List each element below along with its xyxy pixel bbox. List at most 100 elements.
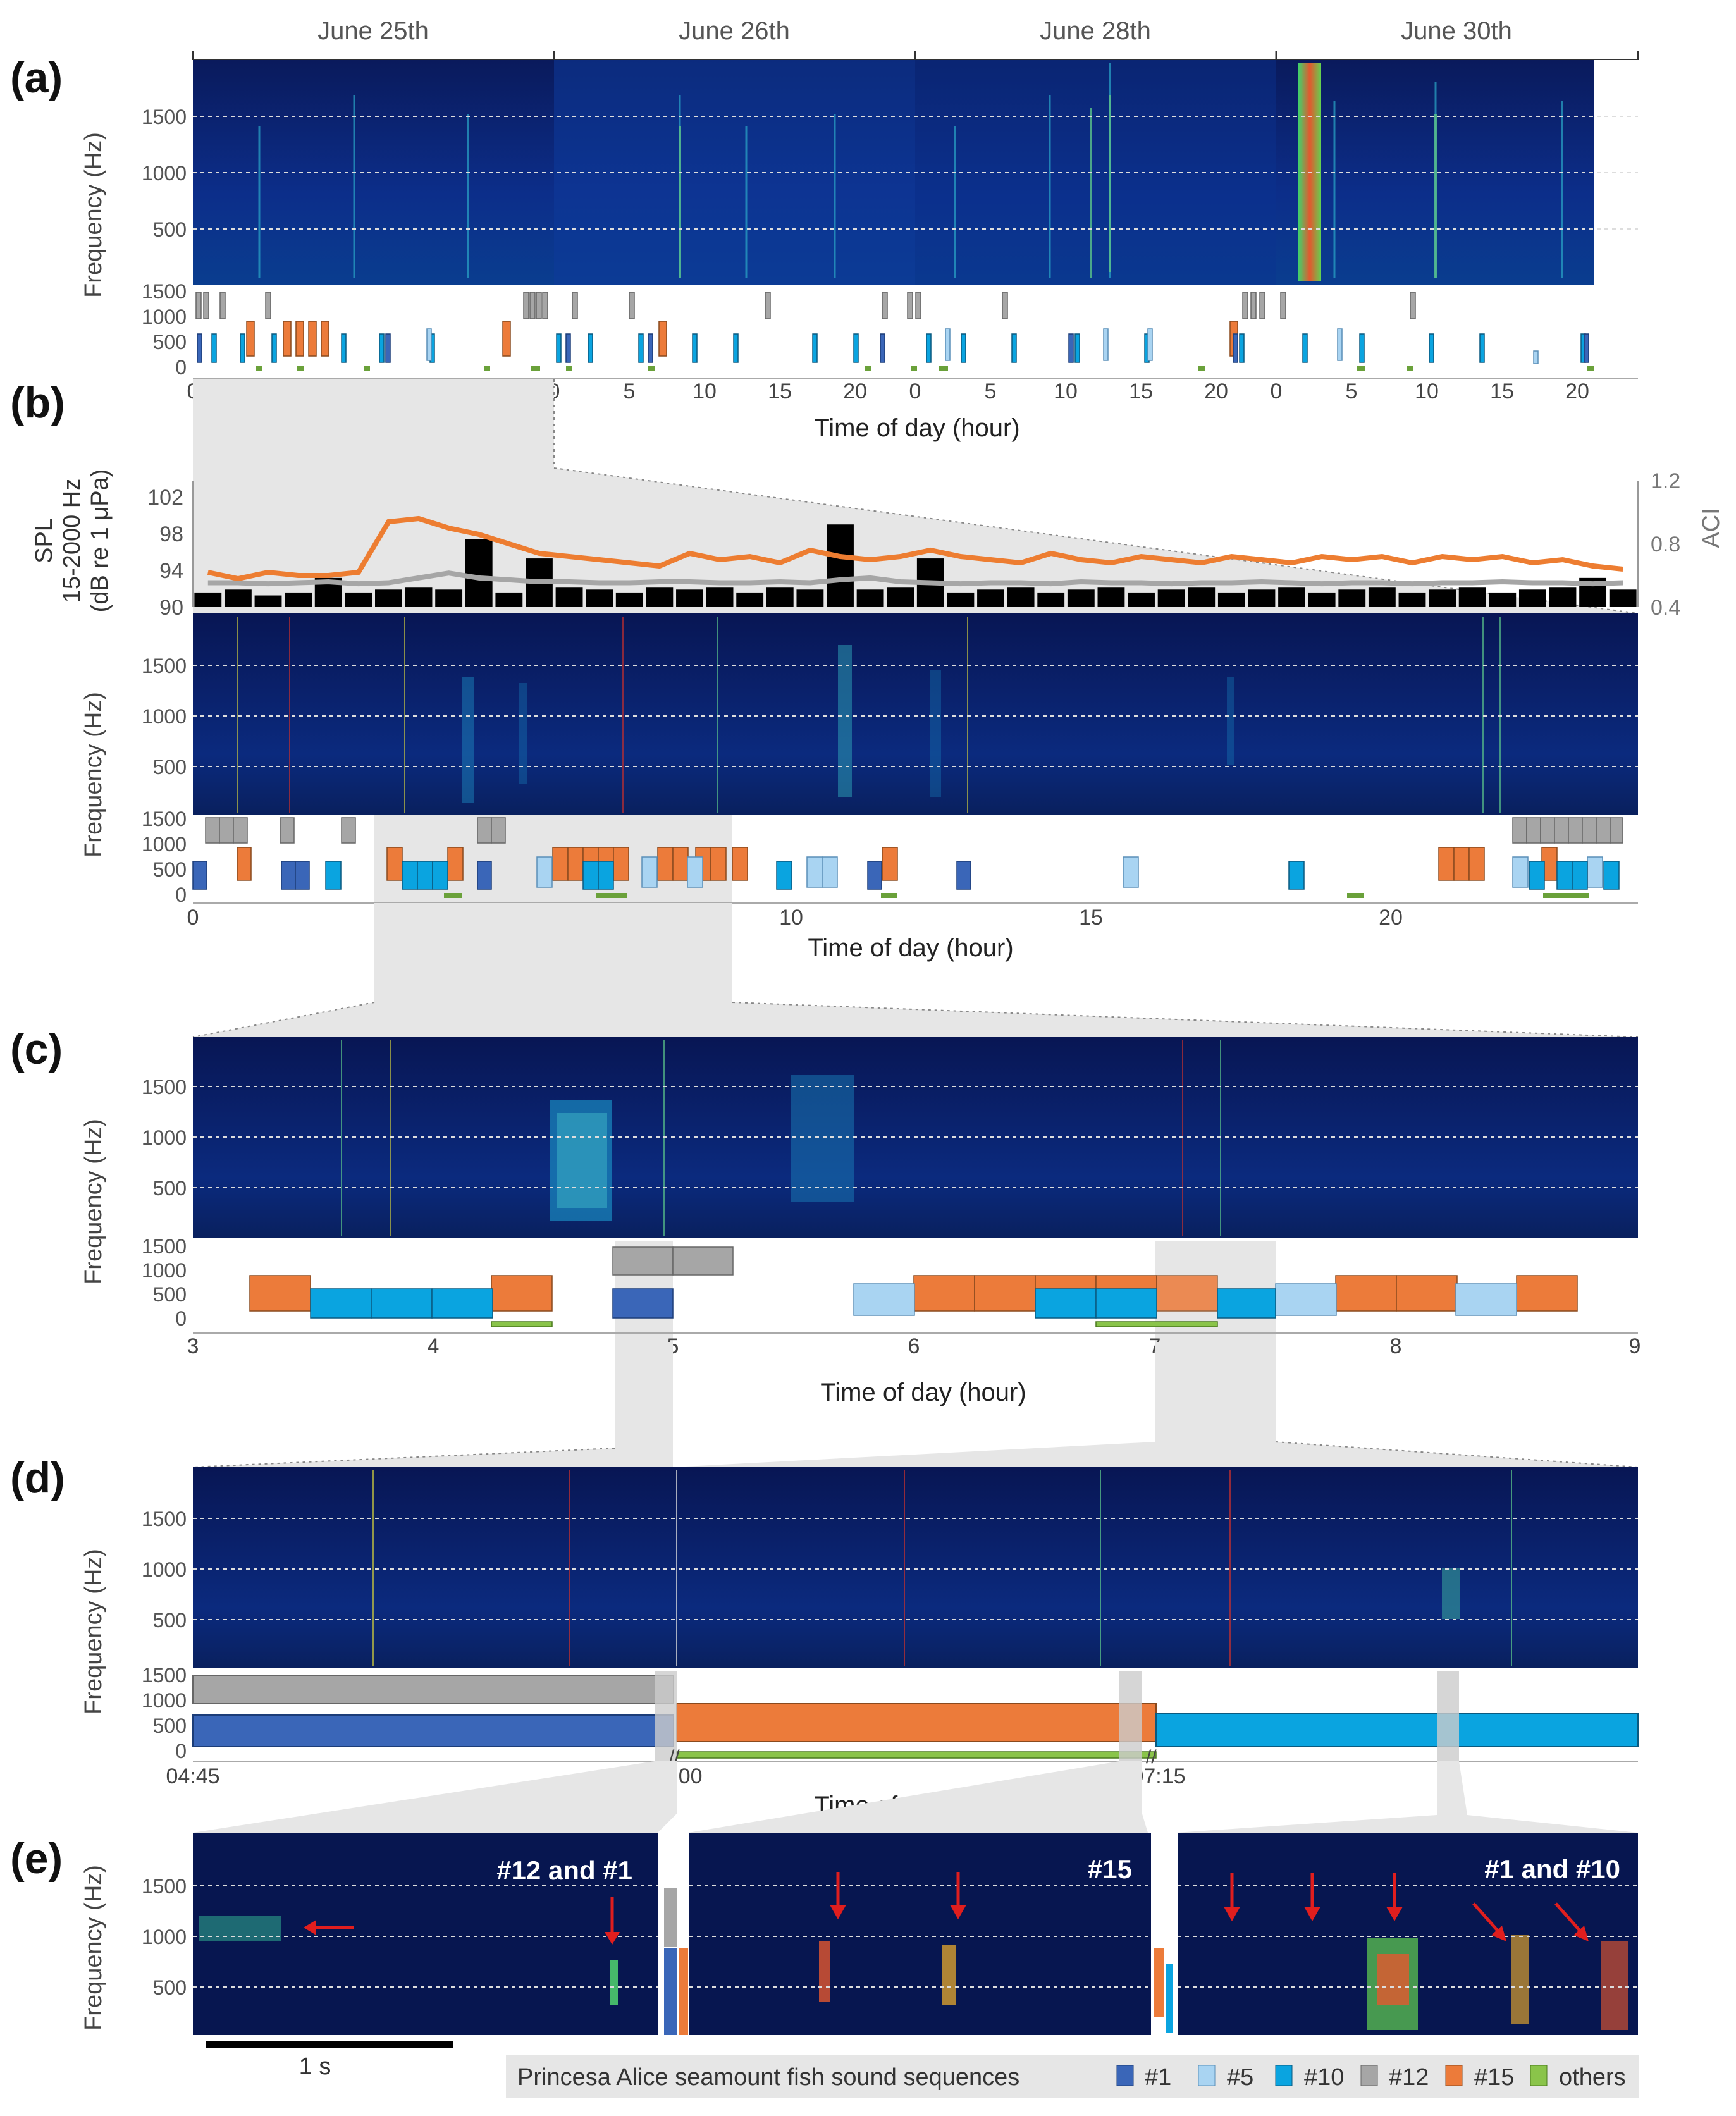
sequence-track-c [193, 1246, 1638, 1334]
freq-tick: 1500 [142, 655, 187, 677]
spl-bar [1217, 592, 1245, 607]
spl-bar [254, 595, 282, 607]
hour-tick: 15 [768, 379, 792, 403]
spl-bar [435, 589, 463, 607]
spl-tick: 94 [159, 559, 183, 583]
seq-tick: 1500 [142, 808, 187, 830]
date-label: June 30th [1401, 17, 1512, 45]
hour-tick: 3 [187, 1334, 199, 1358]
hour-tick: 15 [1079, 906, 1103, 930]
legend-label: #10 [1304, 2064, 1344, 2091]
arrow-icon [304, 1920, 316, 1935]
hour-tick: 15 [1129, 379, 1153, 403]
spl-bar [1398, 592, 1426, 607]
spectrogram-b [193, 613, 1638, 815]
spl-aci-chart: 102 98 94 90 1.2 0.8 0.4 ACI SPL 15-2000… [31, 469, 1725, 620]
spl-bar [856, 589, 884, 607]
sequence-track-a [193, 288, 1638, 379]
y-axis-label: Frequency (Hz) [80, 132, 107, 298]
zoom-wedge [615, 1342, 673, 1467]
panel-c-label: (c) [10, 1025, 63, 1073]
freq-tick: 1000 [142, 1558, 187, 1581]
hour-tick: 5 [985, 379, 997, 403]
hour-tick: 10 [693, 379, 717, 403]
seq-tick: 1000 [142, 305, 187, 328]
y-axis-label: Frequency (Hz) [80, 1119, 107, 1284]
spl-bar [495, 592, 523, 607]
aci-line [207, 515, 1623, 582]
spl-bar [1278, 587, 1305, 607]
date-label: June 26th [679, 17, 790, 45]
spl-bar [1368, 587, 1396, 607]
seq-tick: 0 [175, 883, 187, 906]
freq-tick: 1500 [142, 1875, 187, 1898]
x-axis-label: Time of day (hour) [814, 414, 1019, 442]
spl-bar [405, 587, 433, 607]
seq-tick: 0 [175, 356, 187, 379]
hour-tick: 15 [1490, 379, 1514, 403]
hour-tick: 10 [779, 906, 803, 930]
arrow-icon [950, 1905, 966, 1919]
spl-bar [615, 592, 643, 607]
freq-tick: 1500 [142, 106, 187, 128]
hour-axis-b: 0 5 10 15 20 [187, 906, 1403, 930]
spl-bar [827, 524, 854, 607]
seq-tick: 1000 [142, 1259, 187, 1282]
spl-bar [706, 587, 734, 607]
legend-swatch [1360, 2065, 1378, 2086]
arrow-icon [1386, 1907, 1403, 1921]
axis-break-icon: // [1146, 1747, 1157, 1768]
spl-bar [676, 589, 703, 607]
sequence-mini-bar [1154, 1948, 1164, 2017]
spl-bars [194, 524, 1637, 607]
spl-bar [1248, 589, 1276, 607]
aci-tick: 0.8 [1651, 532, 1680, 557]
spl-bar [224, 589, 252, 607]
freq-tick: 1000 [142, 162, 187, 185]
zoom-wedge [193, 1448, 673, 1467]
y-axis-label: Frequency (Hz) [80, 1549, 107, 1714]
seq-tick: 500 [153, 1714, 187, 1737]
spectrogram-d [193, 1467, 1638, 1668]
arrow-icon [1224, 1907, 1240, 1921]
legend-label: #5 [1227, 2064, 1253, 2091]
date-header: June 25th June 26th June 28th June 30th [192, 17, 1639, 61]
spl-tick: 98 [159, 522, 183, 546]
hour-tick: 4 [428, 1334, 440, 1358]
aci-axis-label: ACI [1698, 508, 1725, 548]
spl-bar [1458, 587, 1486, 607]
hour-tick: 0 [187, 906, 199, 930]
spl-bar [1067, 589, 1095, 607]
y-axis-label: Frequency (Hz) [80, 1865, 107, 2031]
panel-d-label: (d) [10, 1454, 65, 1502]
panel-a: (a) June 25th June 26th June 28th June 3… [10, 17, 1639, 442]
freq-tick: 500 [153, 756, 187, 778]
sequence-track-b [192, 817, 1638, 904]
panel-a-label: (a) [10, 54, 63, 102]
spl-bar [1007, 587, 1035, 607]
sequence-mini-bar [664, 1948, 677, 2035]
spl-median-line [207, 570, 1623, 587]
arrow-icon [605, 1932, 620, 1945]
scale-bar-label: 1 s [299, 2053, 331, 2080]
spl-bar [586, 589, 613, 607]
freq-tick: 1000 [142, 1926, 187, 1948]
seq-tick: 1500 [142, 1235, 187, 1258]
sequence-mini-bar [1166, 1964, 1173, 2033]
spl-axis-label: (dB re 1 μPa) [87, 469, 113, 613]
spectrogram-clip-1: #12 and #1 [193, 1833, 658, 2035]
hour-tick: 20 [1565, 379, 1589, 403]
sequence-mini-bar [679, 1948, 688, 2035]
scale-bar [206, 2041, 453, 2048]
spl-bar [1549, 587, 1577, 607]
date-label: June 28th [1040, 17, 1151, 45]
spl-bar [1518, 589, 1546, 607]
zoom-wedge [673, 1342, 1638, 1467]
legend-label: #15 [1474, 2064, 1514, 2091]
spl-bar [345, 592, 372, 607]
spl-bar [766, 587, 794, 607]
seq-tick: 500 [153, 331, 187, 354]
freq-tick: 1000 [142, 705, 187, 728]
seq-tick: 1000 [142, 833, 187, 856]
zoom-wedge [193, 1761, 677, 1833]
